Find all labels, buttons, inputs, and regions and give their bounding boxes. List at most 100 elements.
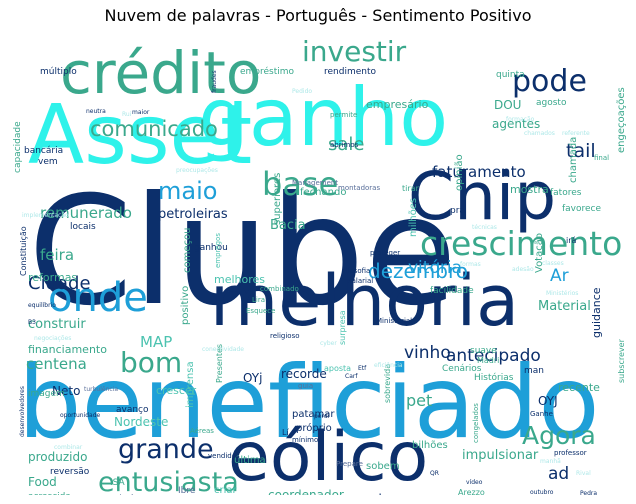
word-recorde: recorde [281,367,327,381]
word-mostra: mostra [510,183,549,196]
word-ganho: ganho [198,71,448,164]
word-pra: pra [450,206,465,216]
word-preocupacoes: preocupações [176,167,218,174]
word-chip: Chip [408,158,556,235]
word-faturamento: faturamento [432,163,526,181]
word-ar: Ar [550,266,569,286]
word-desenvolvedores: desenvolvedores [19,386,26,437]
word-etf: Etf [358,365,367,372]
word-subscrever: subscrever [617,338,626,383]
word-permite: permite [330,111,357,119]
word-combinado: combinado [260,285,299,293]
word-equilibrio: equilíbrio [28,302,56,309]
word-opiniao: opinião [454,154,465,191]
word-petroleiras: petroleiras [158,207,228,222]
word-manha: manhã [540,458,561,465]
word-salarial: salarial [348,277,373,285]
word-agosto: agosto [536,98,567,108]
word-dou: DOU [494,98,521,112]
word-impulsionar: impulsionar [462,448,539,463]
word-emprestimo: empréstimo [240,66,295,77]
word-positivo: positivo [180,286,191,325]
word-neutra: neutra [86,108,106,115]
word-esquece: Esquece [246,307,275,315]
word-management: Management [292,179,338,187]
word-formacao: formação [506,116,535,123]
word-fechando: fechando [300,187,346,198]
word-coordenador: coordenador [268,488,344,495]
word-aereas: Aéreas [190,427,214,435]
word-sobrevida: sobrevida [383,364,392,403]
word-patamar: patamar [292,409,335,420]
word-tirar: tirar [402,184,420,193]
word-cachorro: cachorro [358,492,410,495]
word-produzido: produzido [28,450,87,464]
word-montadoras: montadoras [338,184,380,192]
word-professor: professor [554,449,587,457]
word-empregos: empregos [214,233,222,268]
word-adesao: adesão [512,266,534,273]
word-aposta: aposta [324,364,351,373]
word-superiores: superiores [272,173,283,225]
word-maior: maior [132,109,150,116]
word-implementacao: implementação [22,212,69,219]
word-reformas: reformas [28,271,77,284]
word-financiamento: financiamento [28,343,107,356]
word-madri: Madri [477,356,499,365]
word-guia: guia [298,382,313,390]
word-fatores: fatores [550,188,582,198]
word-minimos: mínimos [292,436,322,444]
chart-title: Nuvem de palavras - Português - Sentimen… [104,6,532,25]
word-comunicado: comunicado [90,117,218,141]
word-melhores: melhores [214,273,265,286]
word-eolico: eólico [228,418,428,495]
word-onde: onde [48,275,148,321]
word-imagem: imagem [28,389,65,399]
word-arezzo: Arezzo [458,488,485,495]
word-centena: centena [26,355,87,373]
word-empresario: empresário [366,98,429,111]
word-pet: pet [406,391,432,410]
word-recente: recente [558,381,600,394]
word-favorece: favorece [562,204,602,214]
word-remunerado: remunerado [40,204,132,222]
word-locais: locais [70,222,96,232]
word-reversao: reversão [50,467,90,477]
word-tail: tail [566,140,596,162]
word-classes: classes [542,260,564,267]
word-antecipado: antecipado [446,346,541,366]
word-vem: vem [38,157,58,167]
word-final: final [594,154,609,162]
word-cenarios: Cenários [442,364,482,374]
word-investir: investir [302,35,407,68]
word-neto: Neto [52,384,80,398]
word-imprensa: imprensa [185,361,196,408]
word-votacao: Votação [534,233,545,273]
word-oyj: OYJ [538,394,558,408]
word-ganhou: ganhou [194,243,228,253]
word-construir: construir [28,317,86,332]
word-avanco: avanço [116,405,149,415]
word-credito: crédito [60,39,261,107]
word-crescimento: crescimento [420,224,622,263]
word-constituicao: Constituição [19,226,28,276]
word-comecou: começou [182,228,193,273]
word-bacia: Bacia [270,218,306,233]
word-beneficiado: beneficiado [18,344,600,461]
word-crescer: crescer [156,384,197,397]
word-proteger: proteger [370,249,400,257]
word-turbulencia: turbulência [84,386,118,393]
word-combinar: combinar [54,444,83,451]
word-abrangente: abrangente [528,494,603,495]
word-engecoacoes: engeçoações [616,87,626,153]
word-outubro: outubro [530,489,554,495]
word-chamada: chamada [568,137,579,183]
word-formas: formas [460,261,481,268]
word-qr: QR [430,470,439,477]
word-agora: Agora [522,421,596,450]
word-li: Lí [282,428,289,437]
word-vinho: vinho [404,343,451,363]
word-vendidos: vendidos [208,452,240,460]
word-eficiencia: eficiência [374,362,403,369]
word-bancaria: bancária [24,146,63,156]
